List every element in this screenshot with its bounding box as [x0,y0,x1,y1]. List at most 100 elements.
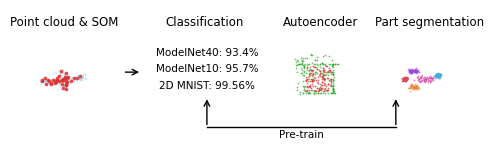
Point [41,77,49,79]
Point [432,76,440,79]
Point [76,79,84,82]
Point [60,78,68,80]
Point [433,74,441,76]
Point [406,84,414,87]
Point [308,80,316,83]
Point [59,72,67,74]
Point [329,87,337,90]
Point [62,72,70,75]
Point [315,70,323,73]
Point [417,80,425,83]
Point [310,76,318,78]
Point [62,86,70,89]
Point [308,89,316,92]
Point [409,68,417,71]
Point [436,75,444,77]
Point [435,74,443,76]
Point [413,86,421,88]
Point [333,63,341,66]
Point [304,92,312,95]
Point [409,69,417,72]
Point [403,76,411,78]
Point [411,70,419,72]
Point [412,87,420,90]
Point [61,77,69,79]
Point [329,88,337,91]
Point [292,67,300,69]
Point [405,70,413,72]
Point [62,83,70,85]
Point [425,79,433,81]
Point [327,92,335,95]
Point [407,72,415,74]
Point [82,77,90,80]
Point [308,75,316,77]
Point [311,73,319,76]
Point [307,54,315,57]
Point [315,69,323,71]
Point [320,81,328,84]
Point [46,80,53,83]
Point [412,83,420,86]
Point [301,90,309,93]
Point [302,80,310,82]
Point [51,82,59,84]
Point [403,77,411,79]
Point [318,62,326,64]
Point [400,78,408,80]
Point [410,86,418,89]
Point [402,76,410,78]
Point [306,92,314,95]
Point [51,77,59,80]
Point [47,81,54,84]
Point [79,73,87,76]
Point [415,87,423,89]
Point [58,87,66,90]
Point [58,79,66,81]
Point [427,77,435,80]
Point [329,72,337,74]
Point [321,74,329,77]
Point [309,69,317,71]
Point [408,83,416,86]
Point [308,79,316,82]
Point [76,75,84,78]
Point [72,78,80,81]
Point [402,78,410,80]
Point [301,92,309,95]
Point [403,77,411,80]
Point [312,79,320,81]
Point [61,77,69,79]
Point [413,87,421,90]
Point [56,73,64,75]
Point [310,66,318,68]
Point [70,80,78,82]
Point [402,78,410,80]
Point [304,86,312,88]
Point [412,70,420,73]
Point [62,77,70,80]
Point [62,84,70,87]
Text: Classification: Classification [166,16,244,29]
Point [42,83,50,85]
Point [58,87,66,90]
Point [324,71,332,74]
Point [68,75,76,78]
Point [399,80,407,82]
Point [313,63,321,66]
Point [326,70,334,73]
Point [431,75,439,77]
Point [329,69,337,71]
Point [48,82,55,85]
Point [319,69,327,71]
Point [313,68,321,71]
Point [321,87,329,89]
Point [415,71,423,73]
Point [413,71,421,73]
Point [326,63,334,66]
Point [57,79,65,81]
Point [398,78,406,80]
Point [414,70,422,72]
Point [57,70,65,72]
Point [328,63,336,66]
